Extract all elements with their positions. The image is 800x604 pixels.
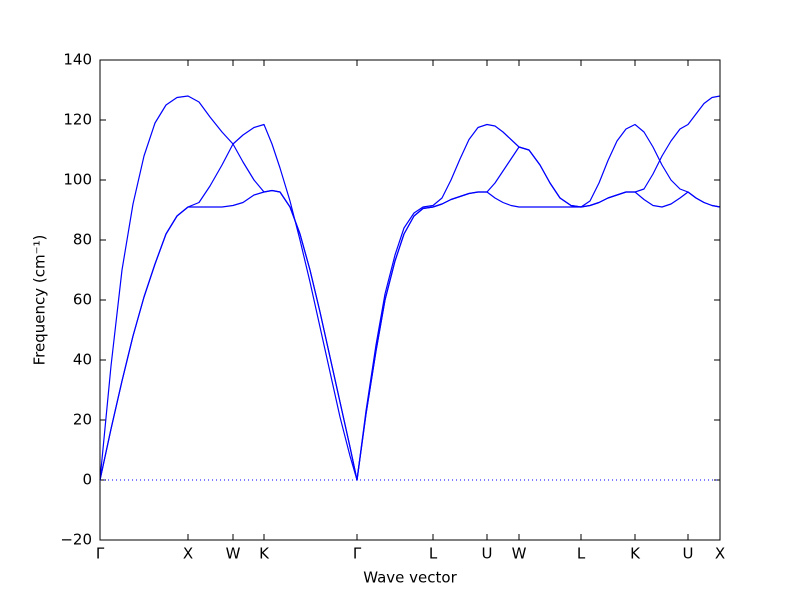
y-tick-label: 80	[73, 231, 92, 249]
y-tick-label: −20	[60, 531, 92, 549]
y-tick-label: 140	[63, 51, 92, 69]
x-tick-label: U	[683, 545, 694, 563]
x-tick-label: W	[512, 545, 527, 563]
x-tick-label: U	[482, 545, 493, 563]
x-tick-label: X	[183, 545, 193, 563]
y-tick-label: 40	[73, 351, 92, 369]
y-axis-label: Frequency (cm⁻¹)	[31, 235, 49, 366]
y-tick-label: 20	[73, 411, 92, 429]
x-tick-label: X	[715, 545, 725, 563]
x-tick-label: L	[577, 545, 586, 563]
y-tick-label: 120	[63, 111, 92, 129]
y-tick-label: 60	[73, 291, 92, 309]
x-tick-label: W	[226, 545, 241, 563]
x-tick-label: Γ	[353, 545, 362, 563]
x-tick-label: K	[630, 545, 641, 563]
x-tick-label: Γ	[96, 545, 105, 563]
x-tick-label: K	[259, 545, 270, 563]
band-line	[99, 189, 721, 481]
band-line	[99, 95, 721, 481]
x-tick-label: L	[429, 545, 438, 563]
x-axis-label: Wave vector	[363, 569, 457, 587]
plot-frame	[99, 59, 721, 541]
y-tick-label: 100	[63, 171, 92, 189]
y-tick-label: 0	[82, 471, 92, 489]
